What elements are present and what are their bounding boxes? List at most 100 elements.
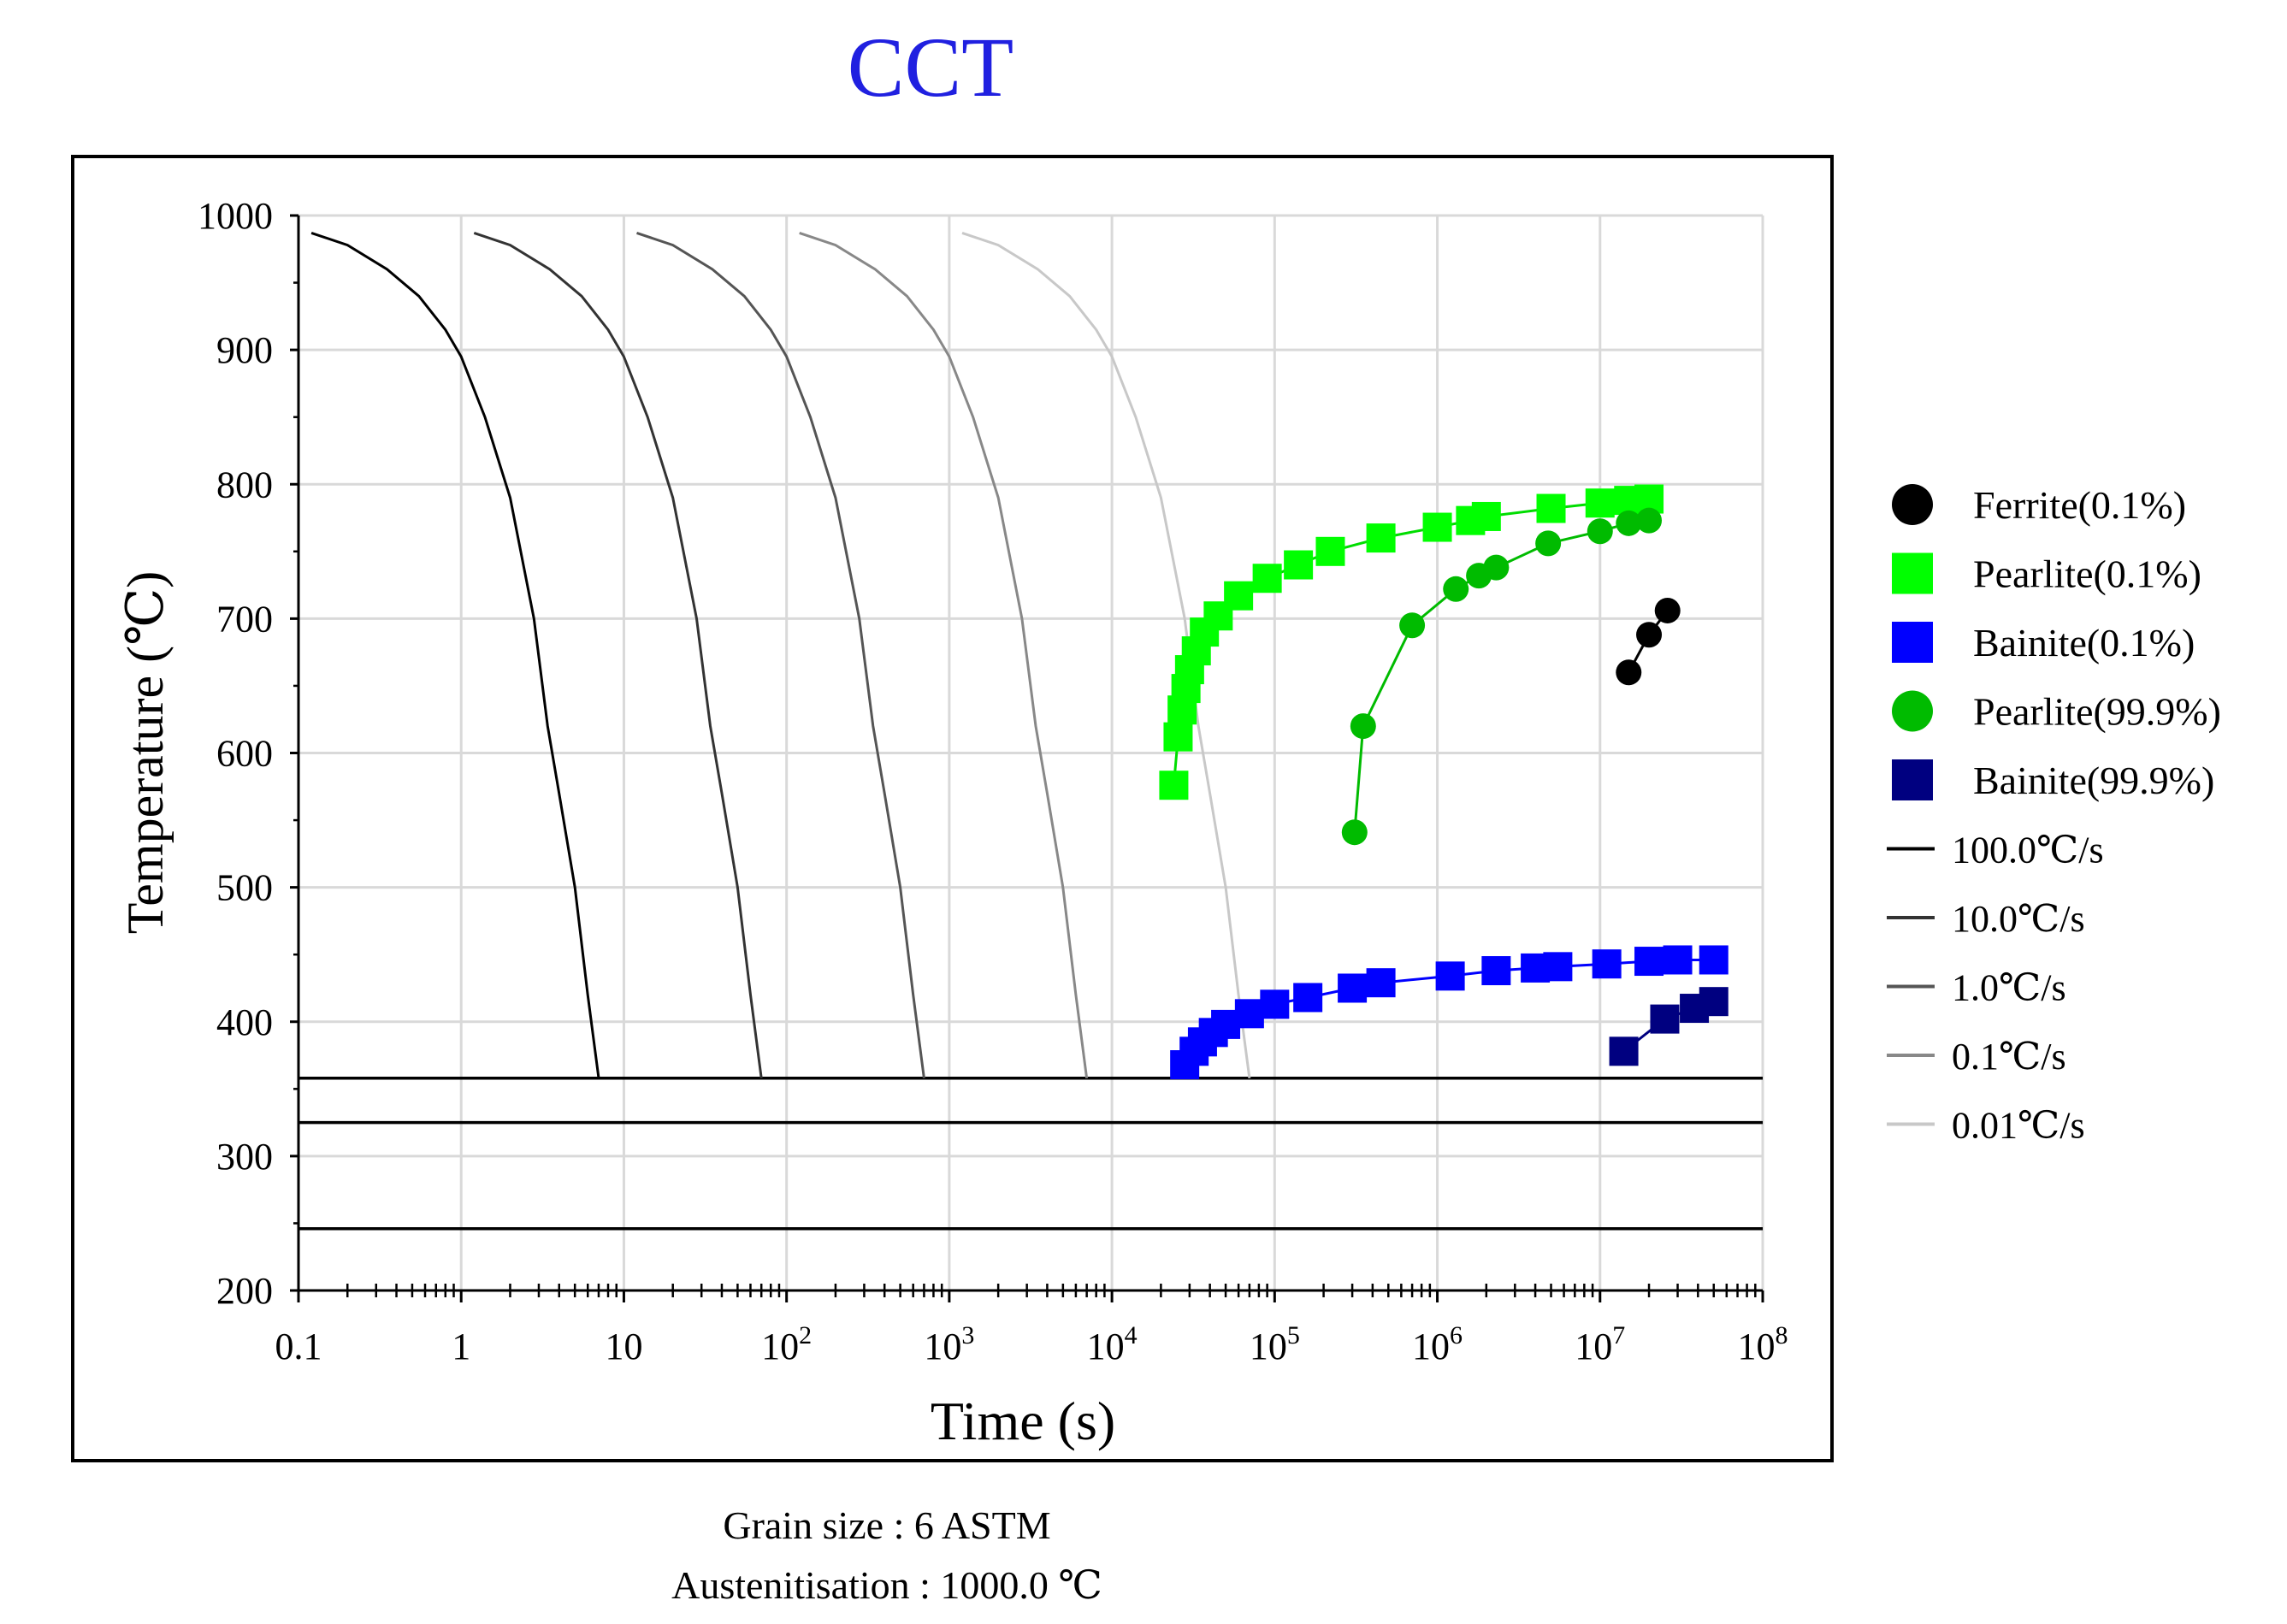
data-point — [1636, 622, 1663, 648]
series-line — [1172, 498, 1650, 786]
legend-item: Pearlite(0.1%) — [1892, 552, 2201, 596]
data-point — [1483, 554, 1510, 581]
data-point — [1293, 983, 1323, 1013]
legend-marker — [1892, 622, 1933, 663]
martensite-lines — [298, 1076, 1763, 1231]
legend-label: Pearlite(99.9%) — [1973, 690, 2221, 734]
cooling-curve-3 — [636, 231, 925, 1078]
legend-item: 0.1℃/s — [1887, 1036, 2066, 1078]
x-tick-label: 10 — [605, 1326, 642, 1367]
data-point — [1587, 518, 1613, 545]
legend-marker — [1892, 484, 1933, 525]
cooling-curve-4 — [799, 231, 1089, 1078]
legend-item: Ferrite(0.1%) — [1892, 483, 2186, 527]
data-point — [1650, 1004, 1680, 1034]
series-3 — [1170, 945, 1729, 1080]
legend-marker — [1892, 690, 1933, 732]
cooling-curve-5 — [961, 231, 1251, 1078]
legend-label: 0.01℃/s — [1952, 1105, 2085, 1147]
legend-label: 10.0℃/s — [1952, 898, 2085, 940]
legend-label: 0.1℃/s — [1952, 1036, 2066, 1078]
data-point — [1481, 956, 1511, 986]
y-tick-label: 400 — [216, 1001, 273, 1043]
data-point — [1234, 999, 1264, 1029]
data-point — [1636, 507, 1663, 534]
grid — [297, 214, 1764, 1292]
axis-ticks: 200 300 400 500 600 700 800 900 1000 0.1 1 10 102 103… — [198, 195, 1788, 1367]
legend-item: Bainite(99.9%) — [1892, 759, 2214, 802]
y-tick-label: 1000 — [198, 195, 273, 237]
x-tick-label: 0.1 — [275, 1326, 322, 1367]
legend-label: 1.0℃/s — [1952, 967, 2066, 1009]
data-point — [1159, 771, 1189, 800]
x-tick-label: 107 — [1575, 1321, 1625, 1367]
data-point — [1543, 952, 1573, 982]
data-point — [1654, 597, 1681, 623]
legend-item: Bainite(0.1%) — [1892, 621, 2195, 664]
legend-label: Bainite(99.9%) — [1973, 759, 2214, 802]
legend-item: Pearlite(99.9%) — [1892, 690, 2221, 734]
x-tick-label: 103 — [924, 1321, 974, 1367]
data-point — [1699, 987, 1729, 1017]
legend-marker — [1892, 552, 1933, 594]
data-point — [1350, 713, 1376, 740]
series-4 — [1341, 507, 1663, 846]
x-tick-label: 106 — [1412, 1321, 1463, 1367]
series-5 — [1609, 987, 1729, 1066]
data-point — [1224, 581, 1254, 611]
data-point — [1585, 488, 1615, 518]
annotation-austenitisation: Austenitisation : 1000.0 ℃ — [671, 1563, 1102, 1607]
y-axis-label: Temperature (℃) — [117, 571, 174, 934]
data-point — [1435, 961, 1465, 991]
x-tick-label: 108 — [1738, 1321, 1788, 1367]
data-point — [1471, 501, 1501, 531]
y-tick-label: 300 — [216, 1136, 273, 1178]
data-point — [1536, 493, 1566, 523]
data-point — [1341, 819, 1368, 846]
data-point — [1338, 973, 1368, 1003]
legend-item: 1.0℃/s — [1887, 967, 2066, 1009]
x-tick-label: 102 — [761, 1321, 812, 1367]
data-point — [1366, 968, 1396, 998]
data-point — [1616, 510, 1642, 536]
data-point — [1634, 947, 1664, 977]
data-point — [1366, 523, 1396, 553]
data-point — [1535, 530, 1562, 557]
chart-title: CCT — [848, 20, 1013, 115]
data-point — [1260, 989, 1290, 1019]
x-tick-label: 105 — [1250, 1321, 1300, 1367]
y-tick-label: 600 — [216, 733, 273, 775]
data-point — [1699, 945, 1729, 975]
legend-item: 10.0℃/s — [1887, 898, 2085, 940]
y-tick-label: 900 — [216, 329, 273, 371]
x-tick-label: 104 — [1087, 1321, 1138, 1367]
data-point — [1443, 576, 1469, 602]
data-point — [1163, 722, 1193, 752]
legend-label: Ferrite(0.1%) — [1973, 483, 2186, 527]
x-axis-label: Time (s) — [931, 1391, 1115, 1451]
data-point — [1252, 564, 1282, 593]
x-tick-label: 1 — [452, 1326, 470, 1367]
y-tick-label: 700 — [216, 598, 273, 640]
data-point — [1609, 1036, 1639, 1066]
legend-label: Bainite(0.1%) — [1973, 621, 2195, 664]
data-point — [1284, 550, 1314, 580]
data-point — [1315, 536, 1345, 566]
cooling-curve-1 — [310, 231, 600, 1078]
legend-label: Pearlite(0.1%) — [1973, 552, 2201, 596]
y-tick-label: 200 — [216, 1270, 273, 1312]
cooling-curve-2 — [473, 231, 763, 1078]
data-point — [1663, 945, 1693, 975]
transformation-series — [1159, 484, 1729, 1080]
legend-marker — [1892, 759, 1933, 800]
data-point — [1399, 612, 1426, 639]
legend-item: 0.01℃/s — [1887, 1105, 2085, 1147]
series-2 — [1159, 484, 1664, 800]
legend: Ferrite(0.1%) Pearlite(0.1%) Bainite(0.1%)… — [1887, 483, 2221, 1147]
chart-frame — [71, 155, 1834, 1462]
annotation-grain-size: Grain size : 6 ASTM — [723, 1503, 1050, 1547]
legend-item: 100.0℃/s — [1887, 830, 2104, 871]
data-point — [1422, 512, 1452, 542]
legend-label: 100.0℃/s — [1952, 830, 2104, 871]
